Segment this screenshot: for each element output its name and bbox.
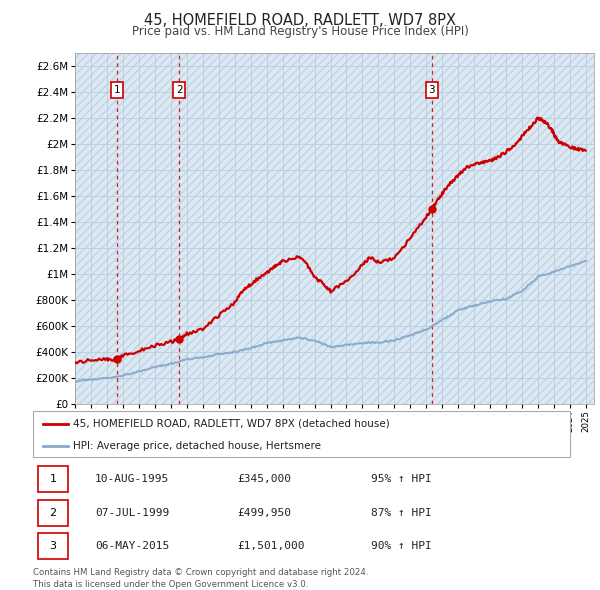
Text: 45, HOMEFIELD ROAD, RADLETT, WD7 8PX (detached house): 45, HOMEFIELD ROAD, RADLETT, WD7 8PX (de… — [73, 419, 390, 429]
Text: £499,950: £499,950 — [237, 508, 291, 517]
Text: 1: 1 — [50, 474, 56, 484]
FancyBboxPatch shape — [38, 533, 68, 559]
Text: HPI: Average price, detached house, Hertsmere: HPI: Average price, detached house, Hert… — [73, 441, 321, 451]
Text: 3: 3 — [428, 85, 435, 95]
Text: Price paid vs. HM Land Registry's House Price Index (HPI): Price paid vs. HM Land Registry's House … — [131, 25, 469, 38]
Text: Contains HM Land Registry data © Crown copyright and database right 2024.
This d: Contains HM Land Registry data © Crown c… — [33, 568, 368, 589]
Text: 1: 1 — [113, 85, 120, 95]
Text: 10-AUG-1995: 10-AUG-1995 — [95, 474, 169, 484]
Text: 2: 2 — [176, 85, 182, 95]
Text: 2: 2 — [50, 508, 57, 517]
Text: £345,000: £345,000 — [237, 474, 291, 484]
FancyBboxPatch shape — [38, 466, 68, 493]
Text: 45, HOMEFIELD ROAD, RADLETT, WD7 8PX: 45, HOMEFIELD ROAD, RADLETT, WD7 8PX — [144, 13, 456, 28]
Text: £1,501,000: £1,501,000 — [237, 541, 305, 551]
Text: 06-MAY-2015: 06-MAY-2015 — [95, 541, 169, 551]
Text: 07-JUL-1999: 07-JUL-1999 — [95, 508, 169, 517]
Text: 90% ↑ HPI: 90% ↑ HPI — [371, 541, 432, 551]
Text: 87% ↑ HPI: 87% ↑ HPI — [371, 508, 432, 517]
Text: 95% ↑ HPI: 95% ↑ HPI — [371, 474, 432, 484]
FancyBboxPatch shape — [33, 411, 570, 457]
FancyBboxPatch shape — [38, 500, 68, 526]
Text: 3: 3 — [50, 541, 56, 551]
